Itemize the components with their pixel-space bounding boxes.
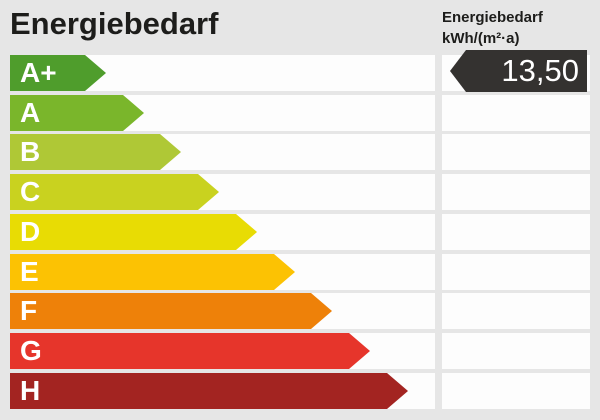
scale-arrow-tip: [85, 55, 106, 91]
scale-letter-f: F: [20, 295, 38, 327]
scale-arrow-tip: [160, 134, 181, 171]
scale-letter-c: C: [20, 176, 41, 208]
value-column-cell: [442, 134, 590, 171]
scale-arrow-tip: [311, 293, 332, 330]
scale-row-a-plus: A+ 13,50: [10, 50, 590, 92]
scale-arrow-tip: [387, 372, 408, 409]
scale-row-g: G: [10, 332, 590, 369]
scale-row-c: C: [10, 174, 590, 211]
scale-letter-h: H: [20, 374, 41, 406]
energy-scale: A+ 13,50 A B C D E F G H: [10, 50, 590, 409]
scale-letter-a-plus: A+: [20, 57, 57, 88]
value-column-cell: 13,50: [442, 50, 590, 92]
scale-arrow-tip: [236, 213, 257, 250]
scale-arrow-f: F: [10, 293, 332, 330]
scale-row-a: A: [10, 94, 590, 131]
scale-arrow-tip: [123, 94, 144, 131]
scale-row-b: B: [10, 134, 590, 171]
value-pointer-tip-icon: [450, 50, 466, 92]
scale-arrow-d: D: [10, 213, 257, 250]
value-column-cell: [442, 94, 590, 131]
scale-row-background: A: [10, 94, 435, 131]
value-column-header: Energiebedarf kWh/(m²·a): [442, 7, 543, 49]
scale-row-background: B: [10, 134, 435, 171]
scale-row-h: H: [10, 372, 590, 409]
scale-row-background: D: [10, 213, 435, 250]
scale-letter-b: B: [20, 136, 41, 168]
scale-row-background: H: [10, 372, 435, 409]
page-title: Energiebedarf: [10, 6, 219, 41]
scale-arrow-g: G: [10, 332, 370, 369]
value-column-cell: [442, 213, 590, 250]
scale-row-background: C: [10, 174, 435, 211]
value-column-cell: [442, 332, 590, 369]
scale-row-background: G: [10, 332, 435, 369]
value-column-cell: [442, 253, 590, 290]
scale-arrow-e: E: [10, 253, 295, 290]
energy-value: 13,50: [466, 50, 587, 92]
value-column-cell: [442, 174, 590, 211]
value-header-line1: Energiebedarf: [442, 9, 543, 26]
scale-arrow-b: B: [10, 134, 181, 171]
scale-row-d: D: [10, 213, 590, 250]
scale-arrow-c: C: [10, 174, 219, 211]
scale-arrow-a-plus: A+: [10, 55, 106, 91]
scale-letter-d: D: [20, 215, 41, 247]
scale-row-background: F: [10, 293, 435, 330]
value-header-line2: kWh/(m²·a): [442, 30, 520, 47]
scale-arrow-h: H: [10, 372, 408, 409]
scale-arrow-a: A: [10, 94, 144, 131]
scale-row-background: E: [10, 253, 435, 290]
scale-arrow-tip: [198, 174, 219, 211]
scale-row-e: E: [10, 253, 590, 290]
value-column-cell: [442, 372, 590, 409]
scale-letter-e: E: [20, 255, 39, 287]
scale-letter-g: G: [20, 334, 42, 366]
scale-letter-a: A: [20, 96, 41, 128]
scale-row-f: F: [10, 293, 590, 330]
scale-arrow-tip: [349, 332, 370, 369]
value-column-cell: [442, 293, 590, 330]
scale-arrow-tip: [274, 253, 295, 290]
scale-row-background: A+: [10, 55, 435, 91]
value-pointer-arrow: 13,50: [450, 50, 587, 92]
